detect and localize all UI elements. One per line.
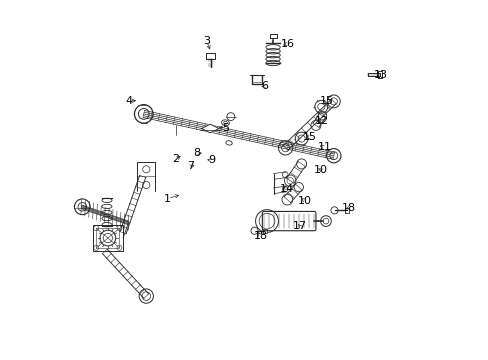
Polygon shape [201,124,219,133]
Text: 14: 14 [280,184,294,194]
Text: 13: 13 [373,70,387,80]
Polygon shape [378,71,381,78]
Text: 15: 15 [302,132,316,142]
Text: 16: 16 [281,39,294,49]
Text: 15: 15 [319,96,333,107]
Text: 17: 17 [293,221,306,231]
Polygon shape [344,208,348,212]
Polygon shape [367,73,380,76]
Text: 9: 9 [208,156,215,165]
Text: 10: 10 [298,196,312,206]
Text: 2: 2 [172,154,179,164]
Text: 3: 3 [203,36,210,46]
Text: 5: 5 [222,123,229,133]
Text: 1: 1 [164,194,171,203]
Text: 10: 10 [313,165,327,175]
Polygon shape [269,35,276,38]
Text: 18: 18 [341,203,355,213]
Text: 7: 7 [187,161,194,171]
Text: 11: 11 [317,142,331,152]
Text: 18: 18 [253,231,267,242]
Polygon shape [206,53,214,59]
Text: 8: 8 [193,148,200,158]
Text: 4: 4 [125,96,133,106]
Polygon shape [263,229,266,233]
Text: 12: 12 [315,116,329,126]
Text: 6: 6 [261,81,268,91]
